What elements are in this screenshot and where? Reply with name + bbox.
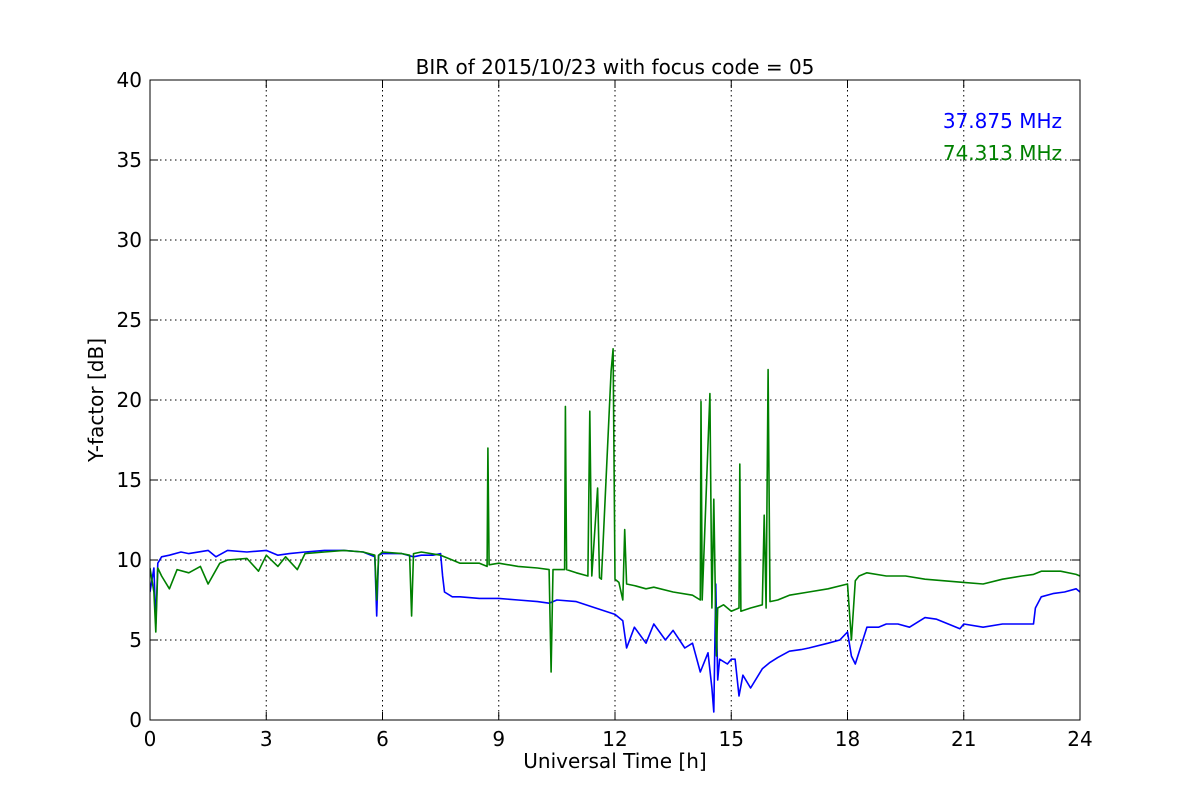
- x-tick-label: 6: [376, 727, 389, 751]
- grid: [150, 80, 1080, 720]
- y-tick-label: 20: [117, 388, 142, 412]
- y-tick-label: 25: [117, 308, 142, 332]
- y-axis-label: Y-factor [dB]: [84, 338, 108, 463]
- series-line-1: [150, 549, 1080, 713]
- x-tick-label: 12: [602, 727, 627, 751]
- x-tick-label: 0: [144, 727, 157, 751]
- x-tick-label: 15: [719, 727, 744, 751]
- chart-title: BIR of 2015/10/23 with focus code = 05: [416, 55, 815, 79]
- y-tick-label: 0: [129, 708, 142, 732]
- legend-entry-2: 74.313 MHz: [943, 141, 1062, 165]
- x-tick-label: 18: [835, 727, 860, 751]
- y-tick-label: 15: [117, 468, 142, 492]
- x-tick-label: 3: [260, 727, 273, 751]
- series-line-2: [150, 347, 1080, 673]
- x-tick-label: 24: [1067, 727, 1092, 751]
- y-tick-label: 5: [129, 628, 142, 652]
- y-tick-label: 10: [117, 548, 142, 572]
- x-axis-label: Universal Time [h]: [523, 749, 706, 773]
- legend-entry-1: 37.875 MHz: [943, 109, 1062, 133]
- axis-ticks: 0 3 6 9 12 15 18 21 24 0 5 10 15 20 25 30 35 40: [117, 68, 1093, 751]
- x-tick-label: 21: [951, 727, 976, 751]
- y-tick-label: 30: [117, 228, 142, 252]
- legend: 37.875 MHz 74.313 MHz: [943, 109, 1062, 165]
- y-tick-label: 35: [117, 148, 142, 172]
- y-tick-label: 40: [117, 68, 142, 92]
- x-tick-label: 9: [492, 727, 505, 751]
- series-group: [150, 347, 1080, 713]
